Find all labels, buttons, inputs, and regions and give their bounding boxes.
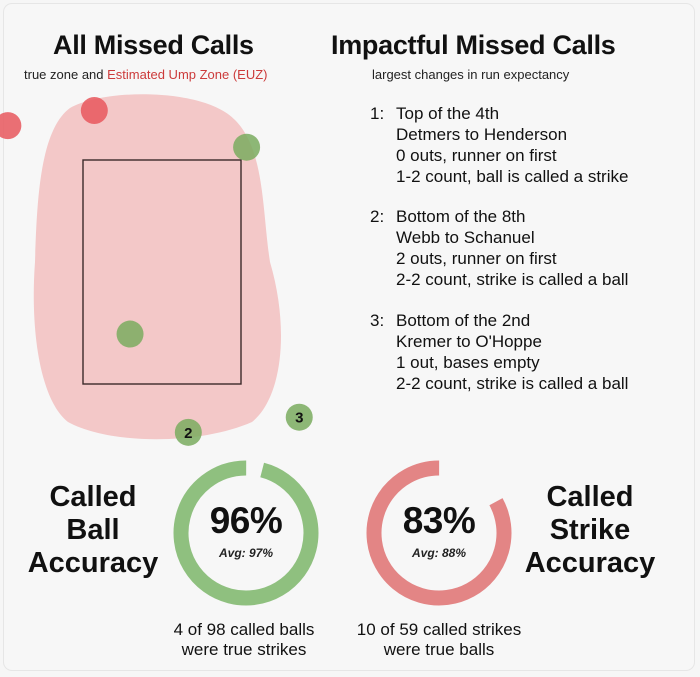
left-subtitle-euz: Estimated Ump Zone (EUZ) xyxy=(107,67,268,82)
impactful-call-details: Top of the 4th Detmers to Henderson 0 outs… xyxy=(396,103,628,187)
ball-accuracy-ring: 96% Avg: 97% xyxy=(171,458,321,608)
called-ball-accuracy-label: Called Ball Accuracy xyxy=(18,481,168,580)
strike-footer-line: 10 of 59 called strikes xyxy=(356,620,522,639)
impactful-call-marker: 3 xyxy=(295,410,303,427)
left-subtitle-plain: true zone and xyxy=(24,67,104,82)
strike-label-line: Called xyxy=(546,481,634,513)
impactful-call-line: 1-2 count, ball is called a strike xyxy=(396,167,629,186)
impactful-call-number: 1: xyxy=(370,104,385,123)
euz-region xyxy=(33,94,282,440)
impactful-call-line: Kremer to O'Hoppe xyxy=(396,332,542,351)
strike-called-ball-dot xyxy=(80,96,108,124)
impactful-call-line: 2-2 count, strike is called a ball xyxy=(396,270,629,289)
called-strike-accuracy-label: Called Strike Accuracy xyxy=(515,481,665,580)
impactful-call-number: 2: xyxy=(370,207,385,226)
impactful-call-line: 2-2 count, strike is called a ball xyxy=(396,374,629,393)
ball-footer-line: 4 of 98 called balls xyxy=(173,620,315,639)
right-title: Impactful Missed Calls xyxy=(331,30,616,60)
strike-accuracy-ring: 83% Avg: 88% xyxy=(364,458,514,608)
ball-footer: 4 of 98 called balls were true strikes xyxy=(144,620,344,660)
impactful-call-marker: 2 xyxy=(184,425,192,442)
impactful-call-details: Bottom of the 2nd Kremer to O'Hoppe 1 out,… xyxy=(396,310,628,394)
impactful-call-line: 2 outs, runner on first xyxy=(396,249,557,268)
impactful-call-line: Webb to Schanuel xyxy=(396,228,535,247)
impactful-call-details: Bottom of the 8th Webb to Schanuel 2 outs,… xyxy=(396,206,628,290)
ball-accuracy-arc xyxy=(173,460,319,606)
strike-called-ball-dot xyxy=(0,112,22,140)
ball-label-line: Accuracy xyxy=(27,547,159,579)
impactful-call-line: 1 out, bases empty xyxy=(396,353,540,372)
ball-accuracy-value: 96% xyxy=(209,500,283,541)
ball-called-strike-dot xyxy=(116,320,144,348)
ball-called-strike-dot xyxy=(174,418,202,446)
strike-zone xyxy=(82,159,242,385)
ball-called-strike-dot xyxy=(233,133,261,161)
ball-accuracy-gauge xyxy=(173,460,319,606)
strike-accuracy-avg: Avg: 88% xyxy=(411,546,467,560)
left-subtitle: true zone and Estimated Ump Zone (EUZ) xyxy=(24,67,268,82)
strike-label-line: Strike xyxy=(549,514,631,546)
strike-footer: 10 of 59 called strikes were true balls xyxy=(339,620,539,660)
left-title: All Missed Calls xyxy=(53,30,254,60)
ball-label-line: Ball xyxy=(66,514,120,546)
impactful-call-line: Top of the 4th xyxy=(396,104,500,123)
impactful-call-line: Bottom of the 2nd xyxy=(396,311,531,330)
impactful-call-line: Detmers to Henderson xyxy=(396,125,568,144)
strike-accuracy-value: 83% xyxy=(402,500,476,541)
right-subtitle: largest changes in run expectancy xyxy=(372,67,570,82)
strike-accuracy-gauge xyxy=(366,460,512,606)
impactful-call-line: 0 outs, runner on first xyxy=(396,146,557,165)
ball-accuracy-avg: Avg: 97% xyxy=(218,546,274,560)
impactful-call-number: 3: xyxy=(370,311,385,330)
ball-footer-line: were true strikes xyxy=(181,640,307,659)
ball-called-strike-dot xyxy=(285,403,313,431)
strike-footer-line: were true balls xyxy=(383,640,495,659)
impactful-call-line: Bottom of the 8th xyxy=(396,207,526,226)
missed-calls-plot: 123 xyxy=(0,94,313,446)
ball-label-line: Called xyxy=(49,481,137,513)
strike-label-line: Accuracy xyxy=(524,547,656,579)
